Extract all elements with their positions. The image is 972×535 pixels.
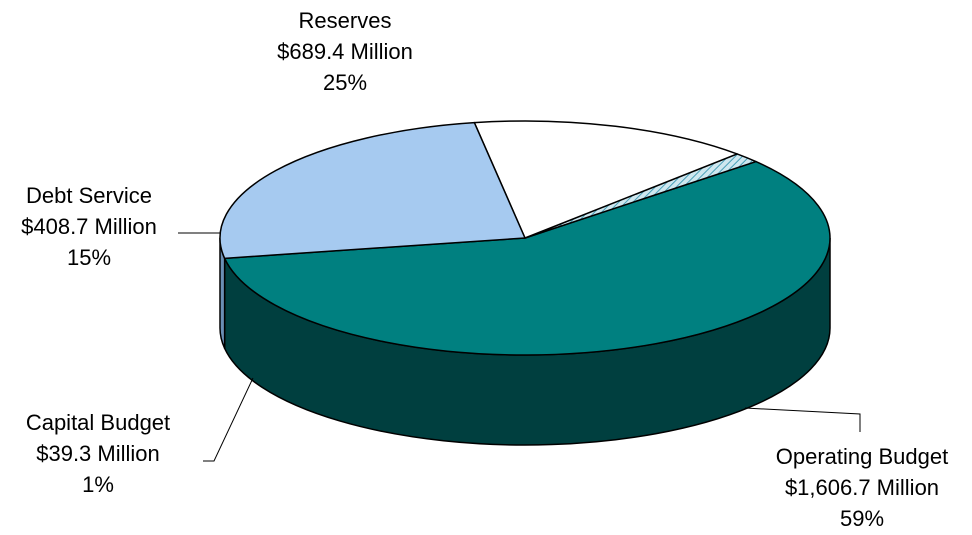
- pie-tops: [219, 120, 831, 356]
- pie-slice-debt-service: [473, 120, 738, 239]
- label-operating-budget-amount: $1,606.7 Million: [784, 475, 940, 500]
- label-capital-budget-name: Capital Budget: [25, 410, 171, 435]
- label-reserves-name: Reserves: [298, 8, 392, 33]
- label-reserves-amount: $689.4 Million: [277, 39, 413, 64]
- label-reserves: Reserves $689.4 Million 25%: [250, 5, 440, 98]
- label-capital-budget: Capital Budget $39.3 Million 1%: [0, 407, 196, 500]
- label-debt-service-name: Debt Service: [26, 183, 152, 208]
- label-operating-budget: Operating Budget $1,606.7 Million 59%: [752, 441, 972, 534]
- label-debt-service-amount: $408.7 Million: [21, 214, 157, 239]
- pie-slice-operating-budget: [223, 160, 831, 356]
- label-capital-budget-amount: $39.3 Million: [36, 441, 160, 466]
- label-operating-budget-name: Operating Budget: [775, 444, 949, 469]
- leader-capital-budget: [203, 377, 254, 462]
- pie-slice-reserves: [219, 121, 526, 260]
- label-debt-service: Debt Service $408.7 Million 15%: [0, 180, 178, 273]
- leader-operating-budget: [744, 407, 861, 432]
- label-debt-service-percent: 15%: [66, 245, 112, 270]
- label-operating-budget-percent: 59%: [839, 506, 885, 531]
- label-reserves-percent: 25%: [322, 70, 368, 95]
- leader-lines: [178, 232, 861, 462]
- label-capital-budget-percent: 1%: [82, 472, 114, 497]
